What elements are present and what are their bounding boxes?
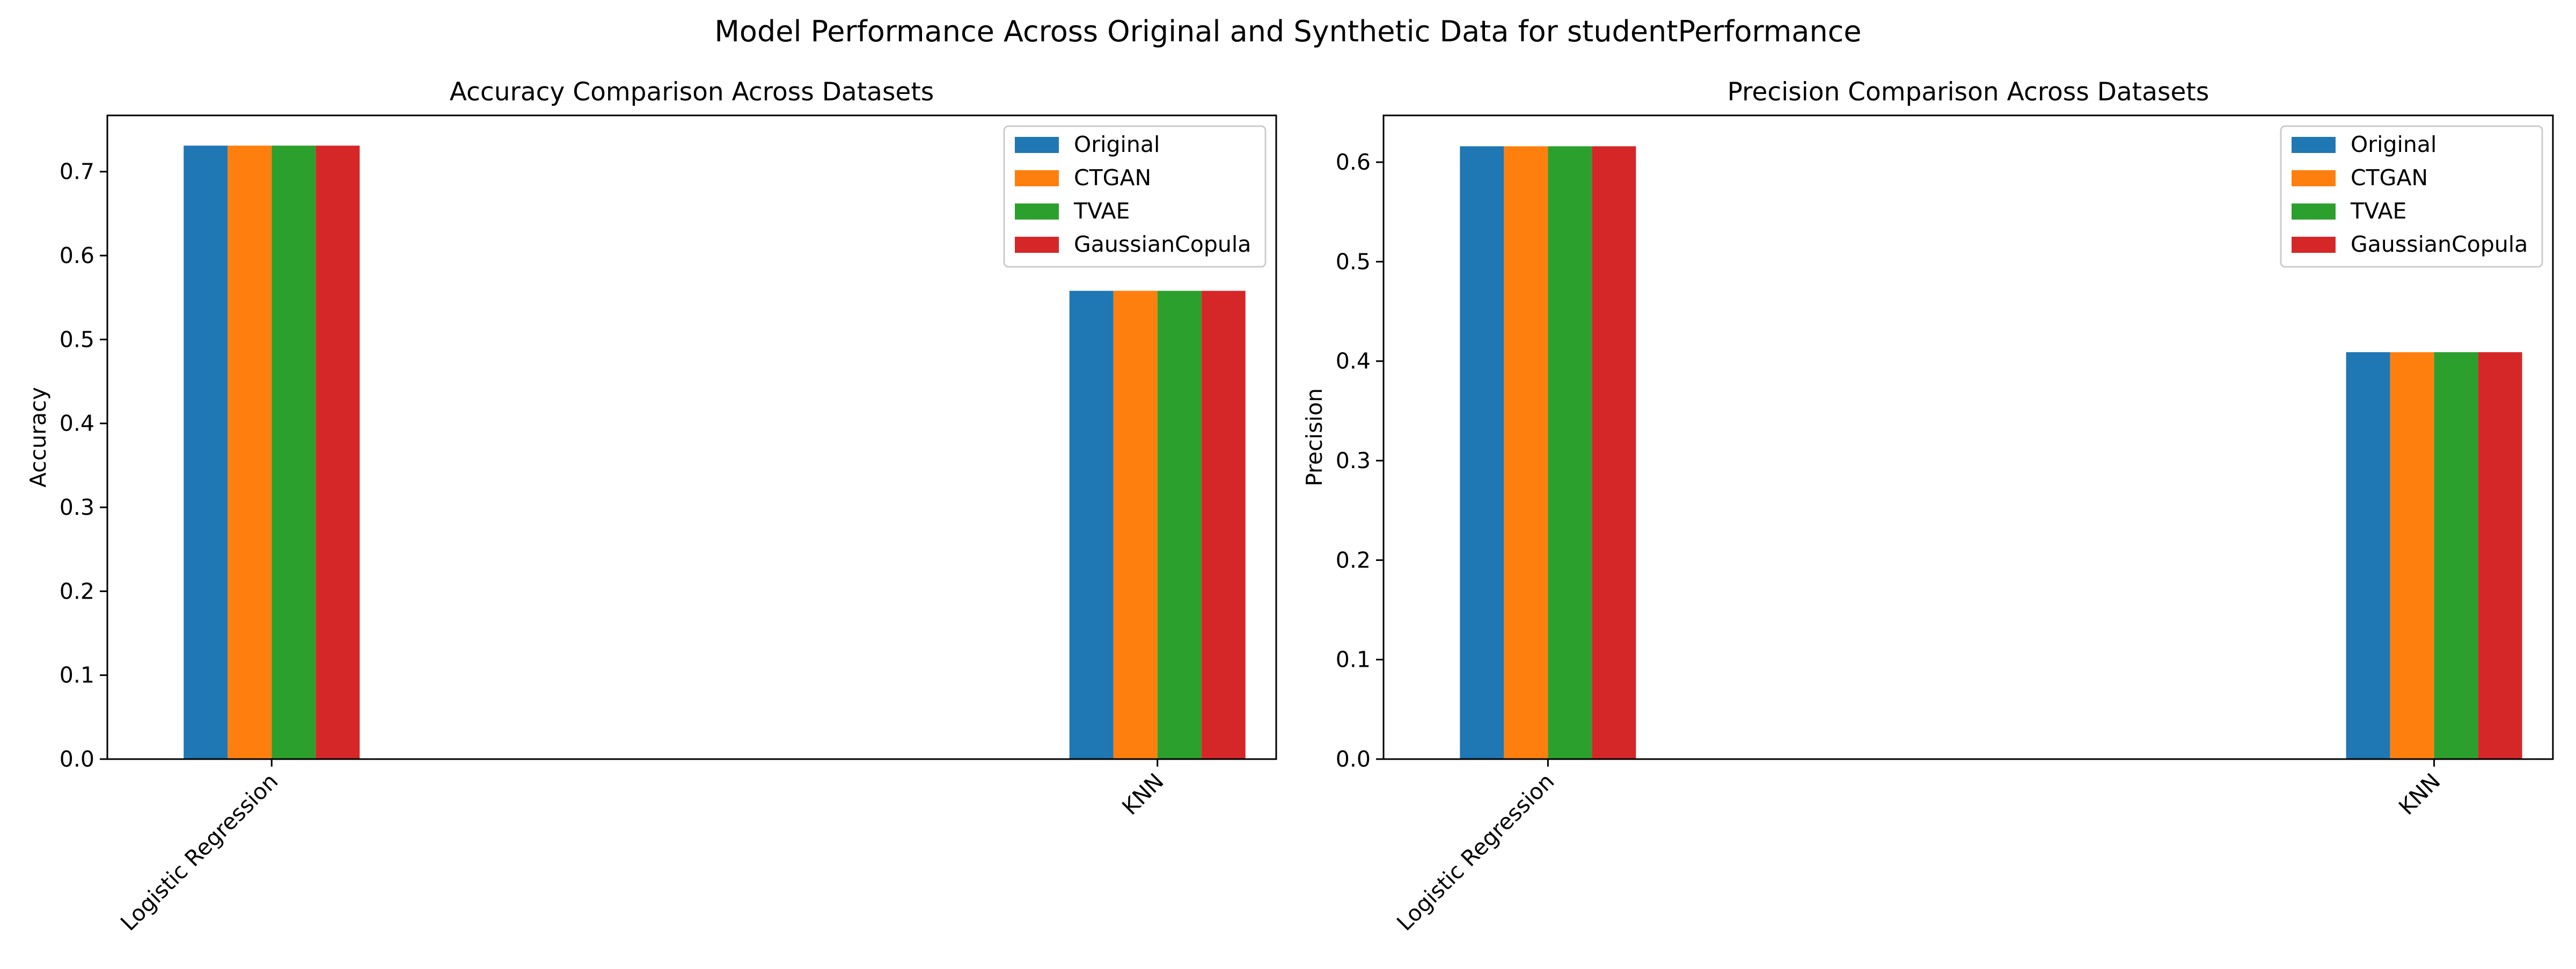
legend-swatch-original	[1015, 137, 1059, 153]
bar-tvae-logistic-regression	[1548, 146, 1592, 759]
y-tick-label: 0.4	[1336, 348, 1371, 374]
legend-frame	[1003, 125, 1267, 268]
figure-suptitle: Model Performance Across Original and Sy…	[714, 14, 1861, 48]
bar-ctgan-knn	[2390, 352, 2434, 759]
legend-swatch-original	[2292, 137, 2336, 153]
legend-swatch-ctgan	[2292, 170, 2336, 186]
chart-title: Accuracy Comparison Across Datasets	[450, 77, 934, 107]
x-tick-label: KNN	[1117, 768, 1168, 820]
y-tick-label: 0.3	[1336, 448, 1371, 473]
y-tick-label: 0.4	[60, 411, 94, 436]
y-tick-label: 0.7	[60, 159, 94, 185]
bar-original-knn	[2346, 352, 2390, 759]
legend-label-original: Original	[2351, 132, 2436, 157]
legend-label-gaussiancopula: GaussianCopula	[1074, 231, 1251, 257]
x-tick-label: Logistic Regression	[1392, 768, 1559, 936]
plot-frame	[1382, 114, 2554, 760]
bar-original-logistic-regression	[184, 145, 228, 760]
y-tick-label: 0.2	[60, 578, 94, 604]
legend-label-original: Original	[1074, 132, 1160, 157]
bar-ctgan-logistic-regression	[1504, 146, 1548, 759]
y-tick-label: 0.6	[60, 243, 94, 268]
y-tick-label: 0.6	[1336, 149, 1371, 175]
bar-gaussiancopula-logistic-regression	[316, 145, 360, 760]
legend-label-ctgan: CTGAN	[2351, 165, 2428, 191]
bar-ctgan-logistic-regression	[228, 145, 272, 760]
legend-swatch-tvae	[2292, 203, 2336, 220]
chart-2: Precision Comparison Across Datasets Prec…	[1301, 77, 2554, 936]
legend-label-tvae: TVAE	[1073, 198, 1130, 224]
x-tick-label: Logistic Regression	[115, 768, 283, 936]
bar-original-knn	[1069, 290, 1114, 759]
y-tick-label: 0.0	[1336, 746, 1371, 772]
bar-tvae-knn	[2434, 352, 2478, 759]
y-tick-label: 0.5	[60, 326, 94, 352]
y-tick-label: 0.1	[1336, 647, 1371, 673]
legend-swatch-gaussiancopula	[1015, 237, 1059, 253]
y-tick-label: 0.0	[60, 746, 94, 772]
bar-ctgan-knn	[1113, 290, 1158, 759]
y-tick-label: 0.3	[60, 494, 94, 520]
bar-gaussiancopula-logistic-regression	[1592, 146, 1636, 759]
legend-frame	[2280, 125, 2543, 268]
chart-1: Accuracy Comparison Across Datasets Accur…	[25, 77, 1277, 936]
legend-swatch-gaussiancopula	[2292, 237, 2336, 253]
legend: Original CTGAN TVAE GaussianCopula	[2280, 125, 2543, 268]
y-tick-label: 0.5	[1336, 249, 1371, 274]
y-tick-label: 0.2	[1336, 547, 1371, 573]
legend-label-tvae: TVAE	[2350, 198, 2406, 224]
x-tick-label: KNN	[2394, 768, 2445, 820]
plot-frame	[106, 114, 1277, 760]
y-tick-label: 0.1	[60, 662, 94, 688]
legend-swatch-ctgan	[1015, 170, 1059, 186]
legend-label-ctgan: CTGAN	[1074, 165, 1151, 191]
legend: Original CTGAN TVAE GaussianCopula	[1003, 125, 1267, 268]
y-axis-label: Precision	[1301, 388, 1327, 486]
y-axis-label: Accuracy	[25, 387, 51, 487]
bar-original-logistic-regression	[1460, 146, 1504, 759]
bar-gaussiancopula-knn	[2478, 352, 2522, 759]
chart-title: Precision Comparison Across Datasets	[1728, 77, 2209, 107]
bar-tvae-knn	[1157, 290, 1202, 759]
legend-swatch-tvae	[1015, 203, 1059, 220]
bar-gaussiancopula-knn	[1201, 290, 1246, 759]
legend-label-gaussiancopula: GaussianCopula	[2351, 231, 2528, 257]
bar-tvae-logistic-regression	[272, 145, 316, 760]
